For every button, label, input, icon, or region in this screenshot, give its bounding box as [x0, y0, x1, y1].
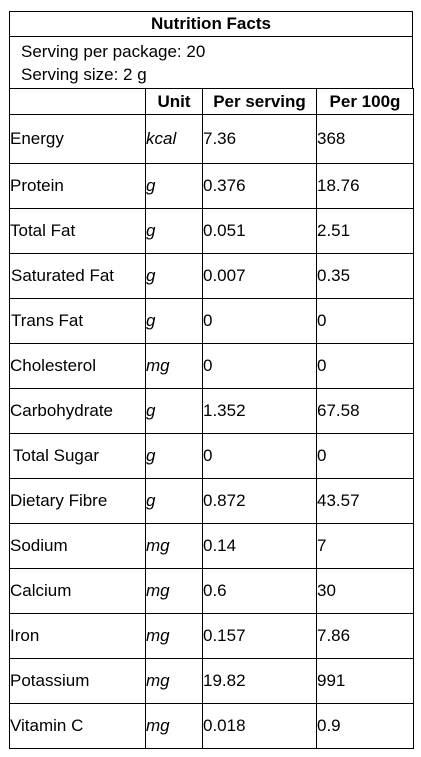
nutrient-name: Vitamin C: [9, 703, 146, 749]
nutrient-unit: g: [145, 388, 203, 434]
nutrition-facts-panel: Nutrition Facts Serving per package: 20 …: [9, 11, 414, 749]
per-100g-value: 67.58: [316, 388, 414, 434]
nutrient-name: Sodium: [9, 523, 146, 569]
table-row: Carbohydrate g 1.352 67.58: [9, 388, 414, 434]
nutrient-unit: mg: [145, 523, 203, 569]
table-row: Calcium mg 0.6 30: [9, 568, 414, 614]
per-serving-value: 0: [202, 343, 317, 389]
per-100g-value: 18.76: [316, 163, 414, 209]
header-per-100g: Per 100g: [316, 88, 414, 115]
nutrient-name: Energy: [9, 114, 146, 164]
per-serving-value: 0: [202, 298, 317, 344]
header-nutrient: [9, 88, 146, 115]
per-100g-value: 30: [316, 568, 414, 614]
nutrient-name: Calcium: [9, 568, 146, 614]
table-row: Saturated Fat g 0.007 0.35: [9, 253, 414, 299]
nutrient-unit: g: [145, 253, 203, 299]
per-serving-value: 0.007: [202, 253, 317, 299]
table-row: Cholesterol mg 0 0: [9, 343, 414, 389]
per-serving-value: 0.157: [202, 613, 317, 659]
per-100g-value: 0: [316, 298, 414, 344]
nutrient-unit: g: [145, 208, 203, 254]
serving-info: Serving per package: 20 Serving size: 2 …: [9, 36, 413, 89]
per-100g-value: 7: [316, 523, 414, 569]
table-header-row: Unit Per serving Per 100g: [9, 88, 414, 115]
nutrient-unit: g: [145, 298, 203, 344]
nutrient-name: Saturated Fat: [9, 253, 146, 299]
per-100g-value: 0.9: [316, 703, 414, 749]
nutrient-name: Iron: [9, 613, 146, 659]
table-row: Protein g 0.376 18.76: [9, 163, 414, 209]
table-row: Potassium mg 19.82 991: [9, 658, 414, 704]
nutrition-table: Unit Per serving Per 100g Energy kcal 7.…: [9, 88, 414, 749]
nutrient-unit: g: [145, 163, 203, 209]
per-serving-value: 0.14: [202, 523, 317, 569]
table-row: Energy kcal 7.36 368: [9, 114, 414, 164]
nutrient-unit: mg: [145, 343, 203, 389]
nutrient-name: Cholesterol: [9, 343, 146, 389]
per-serving-value: 0.376: [202, 163, 317, 209]
table-row: Iron mg 0.157 7.86: [9, 613, 414, 659]
nutrient-unit: kcal: [145, 114, 203, 164]
nutrient-name: Carbohydrate: [9, 388, 146, 434]
nutrient-name: Total Fat: [9, 208, 146, 254]
table-row: Sodium mg 0.14 7: [9, 523, 414, 569]
header-unit: Unit: [145, 88, 203, 115]
per-serving-value: 7.36: [202, 114, 317, 164]
nutrient-unit: mg: [145, 613, 203, 659]
panel-title: Nutrition Facts: [9, 11, 413, 37]
table-row: Dietary Fibre g 0.872 43.57: [9, 478, 414, 524]
table-row: Total Fat g 0.051 2.51: [9, 208, 414, 254]
per-serving-value: 0.6: [202, 568, 317, 614]
serving-per-package: Serving per package: 20: [21, 42, 206, 61]
table-row: Total Sugar g 0 0: [9, 433, 414, 479]
per-serving-value: 0.018: [202, 703, 317, 749]
nutrient-name: Potassium: [9, 658, 146, 704]
per-100g-value: 2.51: [316, 208, 414, 254]
nutrient-name: Trans Fat: [9, 298, 146, 344]
per-100g-value: 0: [316, 343, 414, 389]
per-serving-value: 19.82: [202, 658, 317, 704]
nutrient-name: Dietary Fibre: [9, 478, 146, 524]
header-per-serving: Per serving: [202, 88, 317, 115]
per-serving-value: 0.872: [202, 478, 317, 524]
per-100g-value: 0: [316, 433, 414, 479]
per-100g-value: 368: [316, 114, 414, 164]
per-serving-value: 0.051: [202, 208, 317, 254]
nutrient-unit: g: [145, 478, 203, 524]
per-100g-value: 991: [316, 658, 414, 704]
nutrient-name: Protein: [9, 163, 146, 209]
nutrient-unit: mg: [145, 568, 203, 614]
table-row: Trans Fat g 0 0: [9, 298, 414, 344]
per-100g-value: 43.57: [316, 478, 414, 524]
per-100g-value: 0.35: [316, 253, 414, 299]
per-serving-value: 0: [202, 433, 317, 479]
nutrient-unit: g: [145, 433, 203, 479]
per-100g-value: 7.86: [316, 613, 414, 659]
nutrient-unit: mg: [145, 703, 203, 749]
nutrient-unit: mg: [145, 658, 203, 704]
nutrient-name: Total Sugar: [9, 433, 146, 479]
serving-size: Serving size: 2 g: [21, 65, 147, 84]
table-row: Vitamin C mg 0.018 0.9: [9, 703, 414, 749]
per-serving-value: 1.352: [202, 388, 317, 434]
